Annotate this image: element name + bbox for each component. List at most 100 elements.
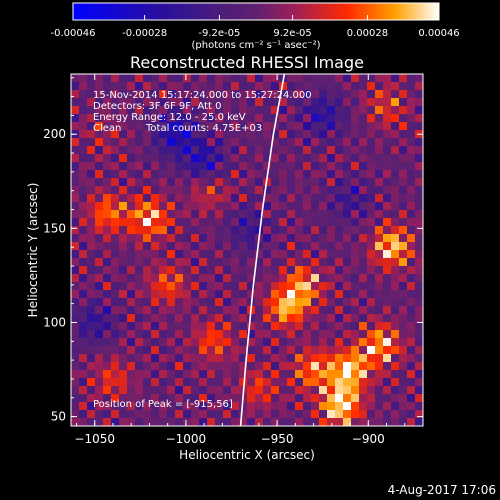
heatmap-cell	[375, 114, 384, 123]
heatmap-cell	[351, 306, 360, 315]
heatmap-cell	[231, 266, 240, 275]
heatmap-cell	[127, 98, 136, 107]
heatmap-cell	[407, 162, 416, 171]
heatmap-cell	[399, 266, 408, 275]
heatmap-cell	[151, 234, 160, 243]
heatmap-cell	[359, 266, 368, 275]
heatmap-cell	[375, 106, 384, 115]
heatmap-cell	[151, 250, 160, 259]
heatmap-cell	[223, 290, 232, 299]
heatmap-cell	[367, 114, 376, 123]
heatmap-cell	[127, 346, 136, 355]
heatmap-cell	[327, 90, 336, 99]
heatmap-cell	[319, 98, 328, 107]
heatmap-cell	[87, 98, 96, 107]
heatmap-cell	[359, 370, 368, 379]
heatmap-cell	[415, 226, 423, 235]
heatmap-cell	[239, 314, 248, 323]
heatmap-cell	[87, 74, 96, 83]
heatmap-cell	[143, 114, 152, 123]
colorbar: -0.00046 -0.00028 -9.2e-05 9.2e-05 0.00028 0.…	[51, 2, 460, 51]
heatmap-cell	[255, 178, 264, 187]
heatmap-cell	[135, 226, 144, 235]
heatmap-cell	[231, 178, 240, 187]
heatmap-cell	[359, 290, 368, 299]
heatmap-cell	[71, 90, 80, 99]
heatmap-cell	[143, 338, 152, 347]
heatmap-cell	[167, 354, 176, 363]
heatmap-cell	[127, 338, 136, 347]
heatmap-cell	[103, 306, 112, 315]
heatmap-cell	[111, 162, 120, 171]
heatmap-cell	[343, 170, 352, 179]
heatmap-cell	[223, 266, 232, 275]
heatmap-cell	[231, 362, 240, 371]
heatmap-cell	[79, 274, 88, 283]
heatmap-cell	[351, 114, 360, 123]
heatmap-cell	[399, 218, 408, 227]
heatmap-cell	[239, 226, 248, 235]
heatmap-cell	[311, 106, 320, 115]
heatmap-cell	[175, 250, 184, 259]
heatmap-cell	[383, 74, 392, 83]
heatmap-cell	[327, 250, 336, 259]
heatmap-cell	[383, 82, 392, 91]
heatmap-cell	[127, 154, 136, 163]
heatmap-cell	[135, 90, 144, 99]
heatmap-cell	[367, 218, 376, 227]
heatmap-cell	[127, 418, 136, 426]
heatmap-cell	[367, 122, 376, 131]
heatmap-cell	[359, 346, 368, 355]
heatmap-cell	[175, 290, 184, 299]
heatmap-cell	[303, 202, 312, 211]
heatmap-cell	[287, 234, 296, 243]
heatmap-cell	[311, 290, 320, 299]
heatmap-cell	[367, 338, 376, 347]
heatmap-cell	[343, 402, 352, 411]
heatmap-cell	[255, 274, 264, 283]
heatmap-cell	[175, 314, 184, 323]
heatmap-cell	[175, 122, 184, 131]
heatmap-cell	[255, 402, 264, 411]
heatmap-cell	[79, 130, 88, 139]
heatmap-cell	[311, 338, 320, 347]
heatmap-cell	[327, 346, 336, 355]
heatmap-cell	[335, 186, 344, 195]
heatmap-cell	[199, 370, 208, 379]
heatmap-cell	[407, 98, 416, 107]
heatmap-cell	[71, 162, 80, 171]
heatmap-cell	[95, 346, 104, 355]
heatmap-cell	[175, 402, 184, 411]
heatmap-cell	[407, 146, 416, 155]
heatmap-cell	[327, 242, 336, 251]
heatmap-cell	[311, 418, 320, 426]
heatmap-cell	[231, 114, 240, 123]
heatmap-cell	[247, 250, 256, 259]
heatmap-cell	[87, 202, 96, 211]
heatmap-cell	[191, 106, 200, 115]
heatmap-cell	[191, 418, 200, 426]
heatmap-cell	[327, 314, 336, 323]
heatmap-cell	[111, 122, 120, 131]
heatmap-cell	[87, 354, 96, 363]
heatmap-cell	[391, 402, 400, 411]
heatmap-cell	[391, 330, 400, 339]
heatmap-cell	[223, 410, 232, 419]
heatmap-cell	[87, 314, 96, 323]
heatmap-cell	[199, 378, 208, 387]
heatmap-cell	[143, 386, 152, 395]
heatmap-cell	[119, 178, 128, 187]
heatmap-cell	[375, 146, 384, 155]
heatmap-cell	[303, 394, 312, 403]
heatmap-cell	[359, 122, 368, 131]
heatmap-cell	[247, 194, 256, 203]
heatmap-cell	[271, 330, 280, 339]
heatmap-cell	[71, 394, 80, 403]
heatmap-cell	[199, 330, 208, 339]
heatmap-cell	[111, 218, 120, 227]
heatmap-cell	[247, 154, 256, 163]
heatmap-cell	[231, 330, 240, 339]
heatmap-cell	[327, 386, 336, 395]
heatmap-cell	[359, 378, 368, 387]
heatmap-cell	[207, 202, 216, 211]
